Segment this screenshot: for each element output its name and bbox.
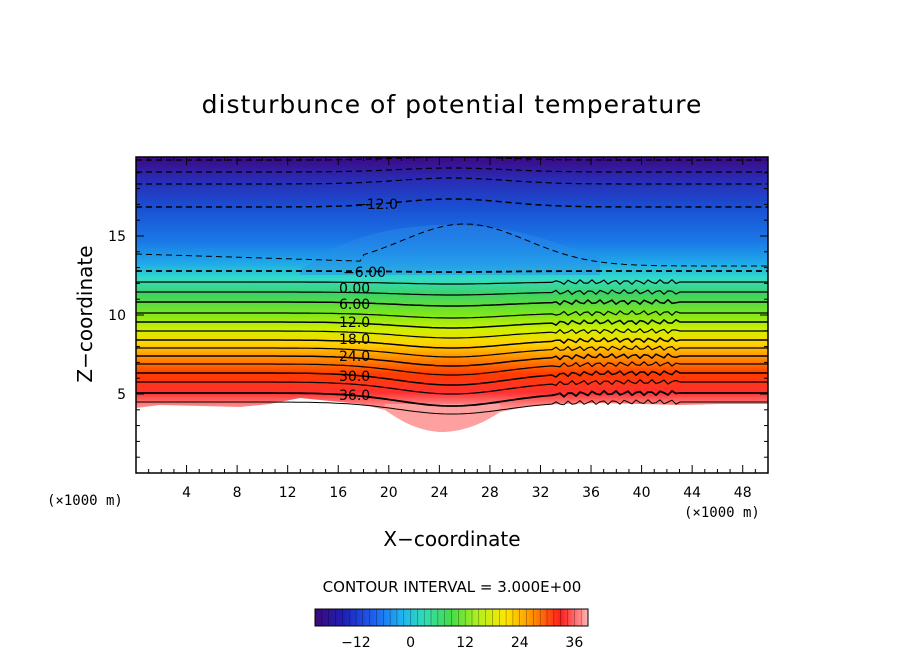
terrain-mask xyxy=(136,398,768,473)
x-tick-label: 40 xyxy=(633,485,651,501)
x-tick-label: 24 xyxy=(430,485,448,501)
colorbar-segments xyxy=(321,609,582,626)
contour-label-30: 30.0 xyxy=(339,369,370,385)
chart-title: disturbunce of potential temperature xyxy=(202,90,703,119)
colorbar-ticks: −12 0 12 24 36 xyxy=(341,635,583,651)
contour-line xyxy=(136,157,768,161)
x-unit-right: (×1000 m) xyxy=(684,505,760,521)
contour-lines xyxy=(136,157,768,415)
contour-line xyxy=(136,336,768,349)
contour-label-0: 0.00 xyxy=(339,281,370,297)
y-axis-label: Z−coordinate xyxy=(73,245,97,382)
contour-line xyxy=(136,399,768,415)
contour-label-12: 12.0 xyxy=(339,315,370,331)
x-tick-label: 28 xyxy=(481,485,499,501)
contour-label-24: 24.0 xyxy=(339,349,370,365)
colorbar-tick-label: 24 xyxy=(511,635,529,651)
contour-line xyxy=(136,177,768,185)
x-tick-label: 44 xyxy=(683,485,701,501)
x-axis-ticks: 4 8 12 16 20 24 28 32 36 40 44 48 xyxy=(148,157,756,501)
colorbar-tick-label: −12 xyxy=(341,635,371,651)
contour-label-36: 36.0 xyxy=(339,388,370,404)
upper-anomaly xyxy=(300,224,600,275)
x-unit-left: (×1000 m) xyxy=(47,493,123,509)
contour-line xyxy=(136,309,768,319)
contour-label-18: 18.0 xyxy=(339,332,370,348)
colorbar-tick-label: 12 xyxy=(456,635,474,651)
contour-field xyxy=(136,157,768,473)
contour-line xyxy=(136,198,768,208)
x-tick-label: 16 xyxy=(329,485,347,501)
x-axis-label: X−coordinate xyxy=(383,527,520,551)
colorbar-tick-label: 36 xyxy=(565,635,583,651)
y-tick-label: 5 xyxy=(117,387,126,403)
contour-interval-text: CONTOUR INTERVAL = 3.000E+00 xyxy=(323,578,582,596)
contour-line xyxy=(136,279,768,285)
contour-line xyxy=(136,270,768,273)
contour-label-minus12: −12.0 xyxy=(355,197,398,213)
x-tick-label: 20 xyxy=(380,485,398,501)
colorbar-frame xyxy=(314,608,589,627)
contour-line xyxy=(136,318,768,329)
contour-line xyxy=(136,369,768,386)
y-tick-label: 15 xyxy=(108,229,126,245)
contour-line xyxy=(136,289,768,296)
x-tick-label: 32 xyxy=(532,485,550,501)
contour-label-6: 6.00 xyxy=(339,297,370,313)
x-tick-label: 12 xyxy=(279,485,297,501)
contour-line xyxy=(136,345,768,358)
contour-line xyxy=(136,328,768,339)
contour-line xyxy=(136,167,768,173)
x-tick-label: 8 xyxy=(233,485,242,501)
colorbar: −12 0 12 24 36 xyxy=(314,608,589,651)
contour-line xyxy=(136,389,768,407)
colorbar-tick-label: 0 xyxy=(406,635,415,651)
contour-label-minus6: −6.00 xyxy=(343,265,386,281)
y-tick-label: 10 xyxy=(108,308,126,324)
contour-line xyxy=(136,298,768,307)
x-tick-label: 36 xyxy=(582,485,600,501)
x-tick-label: 48 xyxy=(734,485,752,501)
y-axis-ticks: 5 10 15 xyxy=(108,172,768,458)
x-tick-label: 4 xyxy=(182,485,191,501)
contour-line xyxy=(136,352,768,367)
contour-line xyxy=(136,223,768,267)
contour-labels: −12.0 −6.00 0.00 6.00 12.0 18.0 24.0 30.… xyxy=(339,197,398,404)
contour-line xyxy=(136,378,768,395)
contour-line xyxy=(136,361,768,376)
